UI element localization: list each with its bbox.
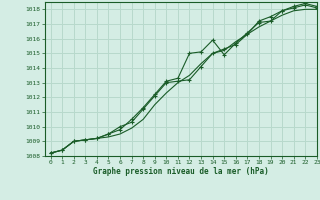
X-axis label: Graphe pression niveau de la mer (hPa): Graphe pression niveau de la mer (hPa) [93,167,269,176]
